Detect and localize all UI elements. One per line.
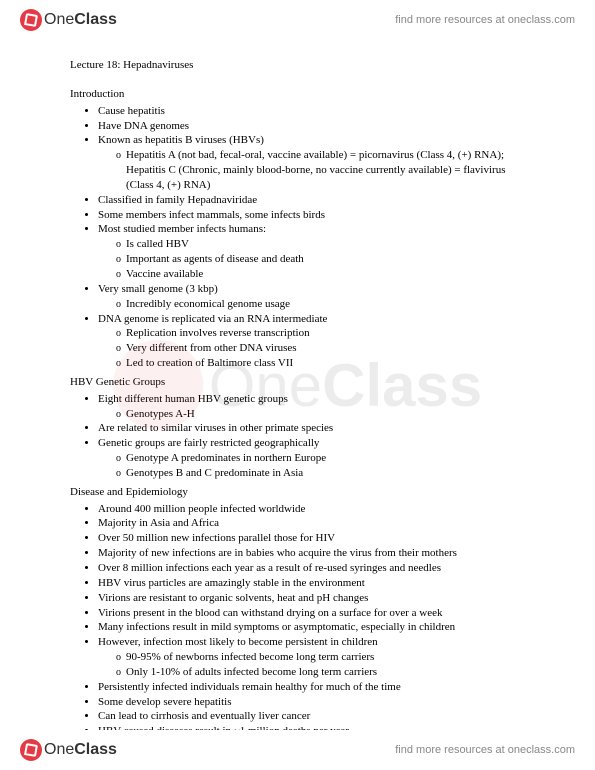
list-item: Is called HBV (126, 237, 525, 252)
list-item: Majority of new infections are in babies… (98, 546, 525, 561)
section-heading: HBV Genetic Groups (70, 375, 525, 390)
list-item: Are related to similar viruses in other … (98, 421, 525, 436)
sub-list: Genotypes A-H (98, 407, 525, 422)
brand-logo[interactable]: OneClass (20, 9, 117, 31)
brand-logo-icon (20, 9, 42, 31)
section-heading: Disease and Epidemiology (70, 485, 525, 500)
list-item: Some members infect mammals, some infect… (98, 208, 525, 223)
sub-list: 90-95% of newborns infected become long … (98, 650, 525, 680)
lecture-title: Lecture 18: Hepadnaviruses (70, 58, 525, 73)
bullet-list: Eight different human HBV genetic groups… (70, 392, 525, 481)
footer-brand-logo[interactable]: OneClass (20, 739, 117, 761)
list-item: Incredibly economical genome usage (126, 297, 525, 312)
footer-tagline[interactable]: find more resources at oneclass.com (395, 744, 575, 756)
bullet-list: Cause hepatitisHave DNA genomesKnown as … (70, 104, 525, 371)
list-item: Vaccine available (126, 267, 525, 282)
sub-list: Genotype A predominates in northern Euro… (98, 451, 525, 481)
sub-list: Replication involves reverse transcripti… (98, 326, 525, 371)
list-item: Genetic groups are fairly restricted geo… (98, 436, 525, 481)
bullet-list: Around 400 million people infected world… (70, 502, 525, 740)
list-item: HBV virus particles are amazingly stable… (98, 576, 525, 591)
header-tagline[interactable]: find more resources at oneclass.com (395, 14, 575, 26)
sub-list: Hepatitis A (not bad, fecal-oral, vaccin… (98, 148, 525, 193)
brand-logo-text: OneClass (44, 11, 117, 29)
sub-list: Incredibly economical genome usage (98, 297, 525, 312)
list-item: Some develop severe hepatitis (98, 695, 525, 710)
list-item: Persistently infected individuals remain… (98, 680, 525, 695)
list-item: Classified in family Hepadnaviridae (98, 193, 525, 208)
list-item: 90-95% of newborns infected become long … (126, 650, 525, 665)
list-item: Very different from other DNA viruses (126, 341, 525, 356)
list-item: Virions present in the blood can withsta… (98, 606, 525, 621)
list-item: Cause hepatitis (98, 104, 525, 119)
list-item: Genotypes A-H (126, 407, 525, 422)
list-item: Virions are resistant to organic solvent… (98, 591, 525, 606)
list-item: Majority in Asia and Africa (98, 516, 525, 531)
list-item: Very small genome (3 kbp)Incredibly econ… (98, 282, 525, 312)
list-item: Most studied member infects humans:Is ca… (98, 222, 525, 281)
header-bar: OneClass find more resources at oneclass… (0, 0, 595, 40)
list-item: Eight different human HBV genetic groups… (98, 392, 525, 422)
list-item: Over 50 million new infections parallel … (98, 531, 525, 546)
list-item: Many infections result in mild symptoms … (98, 620, 525, 635)
list-item: Replication involves reverse transcripti… (126, 326, 525, 341)
list-item: DNA genome is replicated via an RNA inte… (98, 312, 525, 371)
list-item: Have DNA genomes (98, 119, 525, 134)
list-item: Around 400 million people infected world… (98, 502, 525, 517)
brand-logo-text: OneClass (44, 741, 117, 759)
list-item: Hepatitis A (not bad, fecal-oral, vaccin… (126, 148, 525, 193)
list-item: Genotype A predominates in northern Euro… (126, 451, 525, 466)
section-heading: Introduction (70, 87, 525, 102)
list-item: Over 8 million infections each year as a… (98, 561, 525, 576)
brand-logo-icon (20, 739, 42, 761)
list-item: Known as hepatitis B viruses (HBVs)Hepat… (98, 133, 525, 192)
list-item: Only 1-10% of adults infected become lon… (126, 665, 525, 680)
document-body: Lecture 18: Hepadnaviruses Introduction C… (0, 40, 595, 749)
list-item: Can lead to cirrhosis and eventually liv… (98, 709, 525, 724)
list-item: Important as agents of disease and death (126, 252, 525, 267)
list-item: Led to creation of Baltimore class VII (126, 356, 525, 371)
list-item: However, infection most likely to become… (98, 635, 525, 680)
footer-bar: OneClass find more resources at oneclass… (0, 730, 595, 770)
sub-list: Is called HBVImportant as agents of dise… (98, 237, 525, 282)
list-item: Genotypes B and C predominate in Asia (126, 466, 525, 481)
